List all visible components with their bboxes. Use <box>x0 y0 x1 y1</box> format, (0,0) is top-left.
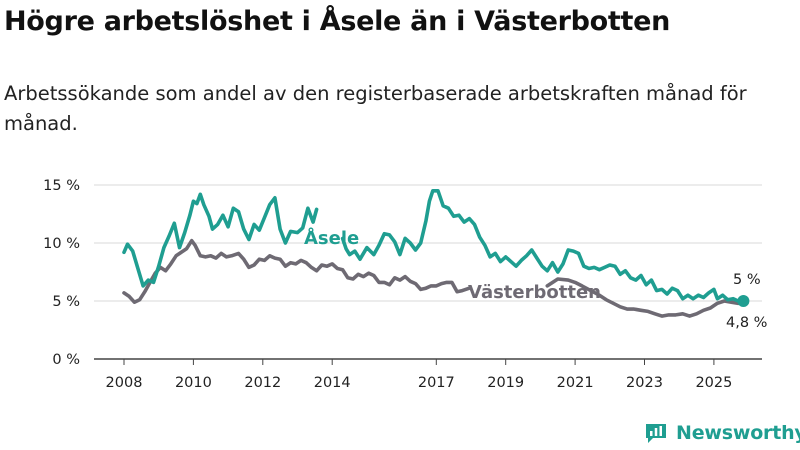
series-lines <box>122 189 746 318</box>
y-tick-label: 10 % <box>43 236 80 252</box>
series-labels: Åsele Västerbotten 5 % 4,8 % <box>304 226 767 331</box>
newsworthy-logo[interactable]: Newsworthy <box>644 420 800 446</box>
y-tick-label: 5 % <box>52 294 80 310</box>
end-label-vasterbotten: 4,8 % <box>726 315 767 331</box>
end-point-marker <box>737 295 750 307</box>
x-tick-label: 2023 <box>626 375 663 391</box>
chart-subtitle: Arbetssökande som andel av den registerb… <box>4 82 747 135</box>
x-tick-label: 2014 <box>314 375 351 391</box>
x-tick-label: 2008 <box>106 375 143 391</box>
x-tick-label: 2019 <box>487 375 524 391</box>
x-tick-label: 2017 <box>418 375 455 391</box>
x-tick-label: 2021 <box>557 375 594 391</box>
bar-chart-icon <box>646 424 666 443</box>
grid-lines <box>94 184 762 302</box>
line-chart: 0 %5 %10 %15 % 2008 2010 2012 2014 2017 2019 2… <box>43 178 767 391</box>
x-tick-label: 2025 <box>695 375 732 391</box>
y-axis-ticks: 0 % 5 % 10 % 15 % <box>43 178 80 368</box>
end-label-asele: 5 % <box>733 272 761 288</box>
chart-title: Högre arbetslöshet i Åsele än i Västerbo… <box>4 6 671 37</box>
x-tick-label: 2010 <box>175 375 212 391</box>
series-line-asele <box>122 189 746 303</box>
x-tick-label: 2012 <box>244 375 281 391</box>
x-axis-ticks: 2008 2010 2012 2014 2017 2019 2021 2023 2025 <box>106 359 732 391</box>
y-tick-label: 15 % <box>43 178 80 194</box>
series-line-vasterbotten <box>122 238 746 318</box>
series-label-asele: Åsele <box>304 226 359 249</box>
logo-text: Newsworthy <box>676 422 800 444</box>
series-label-vasterbotten: Västerbotten <box>468 282 601 303</box>
y-tick-label: 0 % <box>52 352 80 368</box>
